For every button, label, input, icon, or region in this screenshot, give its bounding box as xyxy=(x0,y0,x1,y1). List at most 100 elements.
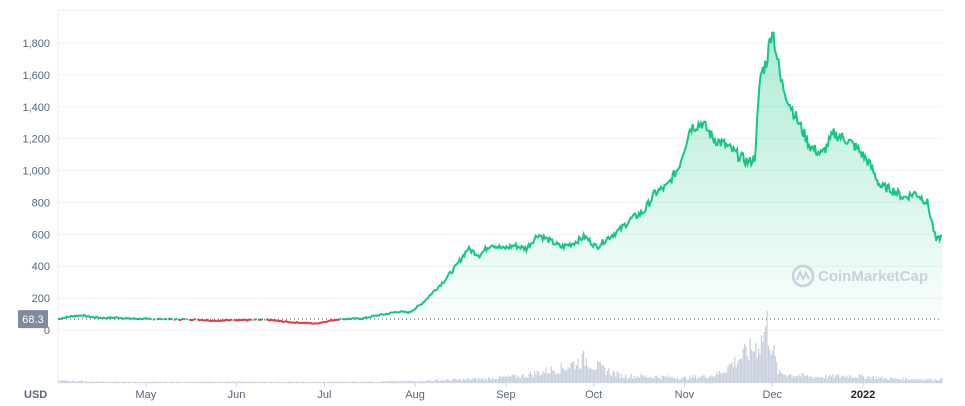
currency-label[interactable]: USD xyxy=(24,389,47,401)
volume-bar xyxy=(276,382,278,383)
volume-bar xyxy=(678,379,680,383)
volume-bar xyxy=(188,381,190,383)
volume-bar xyxy=(632,378,634,383)
volume-bar xyxy=(612,370,614,383)
volume-bar xyxy=(345,381,347,383)
volume-bar xyxy=(577,358,579,383)
volume-bar xyxy=(62,380,64,383)
volume-bar xyxy=(524,377,526,383)
volume-bar xyxy=(625,374,627,383)
volume-bar xyxy=(214,382,216,383)
volume-bar xyxy=(235,381,237,383)
volume-bar xyxy=(448,379,450,383)
volume-bar xyxy=(290,381,292,383)
volume-bar xyxy=(423,381,425,383)
volume-bar xyxy=(534,371,536,383)
volume-bar xyxy=(221,382,223,383)
volume-bar xyxy=(583,350,585,383)
volume-bar xyxy=(874,379,876,383)
volume-bar xyxy=(517,375,519,383)
volume-bar xyxy=(706,378,708,383)
volume-bar xyxy=(514,373,516,383)
volume-bar xyxy=(244,381,246,383)
volume-bar xyxy=(195,382,197,383)
volume-bar xyxy=(704,376,706,383)
volume-bar xyxy=(772,350,774,383)
volume-bar xyxy=(826,378,828,383)
volume-bar xyxy=(532,377,534,383)
volume-bar xyxy=(487,377,489,383)
x-axis-ticks: May Jun Jul Aug Sep Oct Nov Dec 2022 xyxy=(135,383,875,401)
x-tick-label: 2022 xyxy=(851,389,875,401)
volume-bar xyxy=(296,381,298,383)
volume-bar xyxy=(501,376,503,383)
volume-bar xyxy=(549,373,551,383)
volume-bar xyxy=(84,381,86,383)
volume-bar xyxy=(734,356,736,383)
volume-bar xyxy=(493,379,495,383)
volume-bar xyxy=(920,379,922,383)
volume-bar xyxy=(630,373,632,383)
volume-bar xyxy=(105,381,107,383)
volume-bar xyxy=(129,381,131,383)
volume-bar xyxy=(77,381,79,383)
volume-bar xyxy=(594,370,596,383)
volume-bar xyxy=(921,379,923,383)
volume-bar xyxy=(353,381,355,383)
volume-bar xyxy=(116,381,118,383)
volume-bar xyxy=(333,381,335,383)
volume-bar xyxy=(151,381,153,383)
volume-bar xyxy=(816,377,818,383)
price-line-down[interactable] xyxy=(174,319,343,323)
volume-bar xyxy=(132,382,134,383)
volume-bar xyxy=(720,372,722,383)
volume-bar xyxy=(620,373,622,383)
volume-bar xyxy=(751,349,753,383)
volume-bar xyxy=(164,381,166,383)
volume-bar xyxy=(794,376,796,383)
volume-bar xyxy=(938,380,940,383)
volume-bar xyxy=(857,378,859,383)
y-tick-label: 1,400 xyxy=(22,102,50,114)
volume-bar xyxy=(742,348,744,383)
volume-bar xyxy=(140,382,142,383)
volume-bar xyxy=(758,348,760,383)
volume-bar xyxy=(503,376,505,383)
volume-bar xyxy=(584,365,586,383)
volume-bar xyxy=(732,366,734,383)
volume-bar xyxy=(265,381,267,383)
volume-bar xyxy=(378,381,380,383)
volume-bar xyxy=(650,376,652,383)
volume-bar xyxy=(469,379,471,383)
volume-bar xyxy=(539,375,541,383)
volume-bar xyxy=(566,369,568,383)
volume-bar xyxy=(854,376,856,383)
volume-bar xyxy=(452,379,454,383)
volume-bar xyxy=(60,379,62,383)
volume-bar xyxy=(562,367,564,383)
volume-bar xyxy=(286,382,288,383)
volume-bar xyxy=(749,338,751,383)
volume-bar xyxy=(879,377,881,383)
volume-bar xyxy=(837,374,839,383)
volume-bar xyxy=(928,379,930,383)
volume-bar xyxy=(178,381,180,383)
volume-bar xyxy=(681,378,683,383)
volume-bar xyxy=(892,378,894,383)
volume-bar xyxy=(779,369,781,383)
volume-bar xyxy=(305,382,307,383)
volume-bar xyxy=(402,381,404,383)
volume-bar xyxy=(889,377,891,383)
volume-bar xyxy=(441,380,443,383)
volume-bar xyxy=(137,382,139,383)
volume-bar xyxy=(867,376,869,383)
volume-bar xyxy=(801,372,803,383)
volume-bar xyxy=(511,374,513,383)
volume-bar xyxy=(80,380,82,383)
volume-bar xyxy=(181,382,183,383)
volume-bar xyxy=(823,378,825,383)
volume-bar xyxy=(182,382,184,383)
volume-bar xyxy=(108,382,110,383)
volume-bar xyxy=(193,381,195,383)
volume-bar xyxy=(280,382,282,383)
